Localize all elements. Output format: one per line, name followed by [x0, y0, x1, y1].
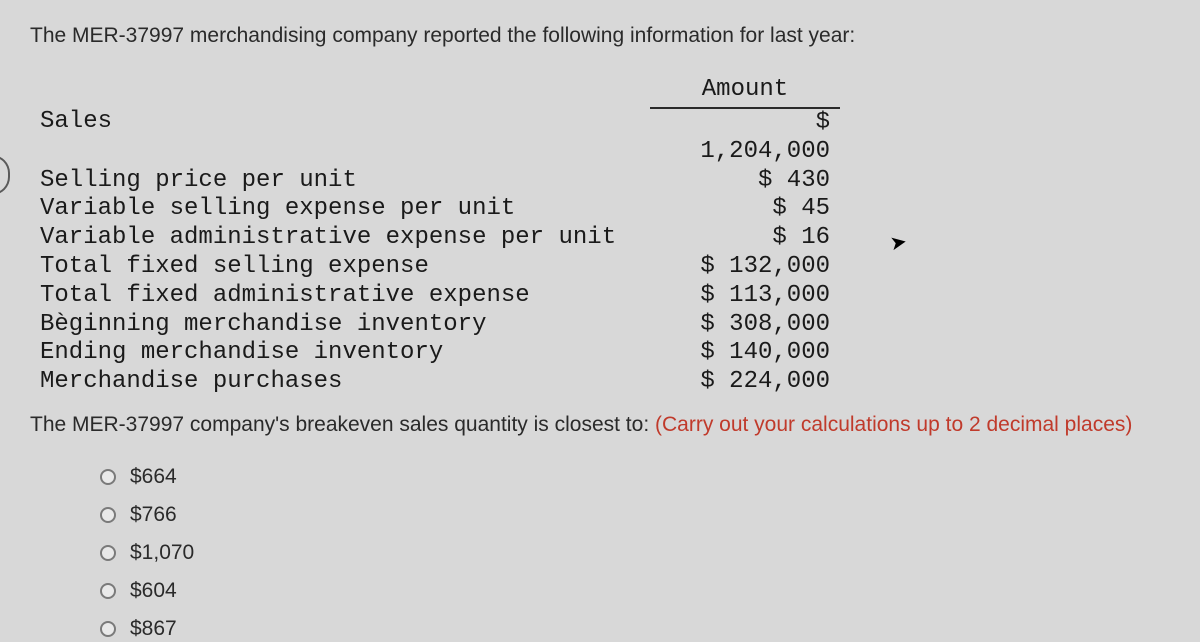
row-amount: $ 308,000	[650, 311, 840, 340]
table-row: Sales$ 1,204,000	[30, 108, 840, 167]
table-row: Variable administrative expense per unit…	[30, 224, 840, 253]
table-header-amount: Amount	[650, 70, 840, 108]
answer-option[interactable]: $604	[100, 579, 1170, 603]
option-label: $664	[130, 465, 177, 489]
option-label: $867	[130, 617, 177, 641]
row-label: Total fixed administrative expense	[30, 282, 650, 311]
answer-option[interactable]: $1,070	[100, 541, 1170, 565]
cursor-icon: ➤	[888, 229, 909, 257]
table-row: Ending merchandise inventory$ 140,000	[30, 339, 840, 368]
option-label: $604	[130, 579, 177, 603]
row-amount: $ 430	[650, 167, 840, 196]
table-row: Merchandise purchases$ 224,000	[30, 368, 840, 397]
radio-icon[interactable]	[100, 545, 116, 561]
table-row: Total fixed selling expense$ 132,000	[30, 253, 840, 282]
row-amount: $ 1,204,000	[650, 108, 840, 167]
row-amount: $ 132,000	[650, 253, 840, 282]
option-label: $1,070	[130, 541, 194, 565]
table-header-blank	[30, 70, 650, 108]
financial-data-table: Amount Sales$ 1,204,000Selling price per…	[30, 70, 840, 397]
row-amount: $ 113,000	[650, 282, 840, 311]
row-label: Total fixed selling expense	[30, 253, 650, 282]
answer-option[interactable]: $664	[100, 465, 1170, 489]
table-row: Total fixed administrative expense$ 113,…	[30, 282, 840, 311]
radio-icon[interactable]	[100, 507, 116, 523]
row-label: Variable administrative expense per unit	[30, 224, 650, 253]
answer-option[interactable]: $867	[100, 617, 1170, 641]
row-label: Merchandise purchases	[30, 368, 650, 397]
row-amount: $ 45	[650, 195, 840, 224]
table-row: Selling price per unit$ 430	[30, 167, 840, 196]
row-label: Variable selling expense per unit	[30, 195, 650, 224]
question-note: (Carry out your calculations up to 2 dec…	[655, 413, 1132, 436]
table-row: Variable selling expense per unit$ 45	[30, 195, 840, 224]
answer-options: $664 $766 $1,070 $604 $867	[100, 465, 1170, 641]
row-label: Sales	[30, 108, 650, 167]
radio-icon[interactable]	[100, 621, 116, 637]
option-label: $766	[130, 503, 177, 527]
row-label: Ending merchandise inventory	[30, 339, 650, 368]
row-label: Bèginning merchandise inventory	[30, 311, 650, 340]
radio-icon[interactable]	[100, 469, 116, 485]
page-binding-decor	[0, 155, 10, 195]
radio-icon[interactable]	[100, 583, 116, 599]
answer-option[interactable]: $766	[100, 503, 1170, 527]
table-row: Bèginning merchandise inventory$ 308,000	[30, 311, 840, 340]
intro-text: The MER-37997 merchandising company repo…	[30, 24, 1170, 48]
row-amount: $ 224,000	[650, 368, 840, 397]
row-amount: $ 140,000	[650, 339, 840, 368]
row-label: Selling price per unit	[30, 167, 650, 196]
question-prefix: The MER-37997 company's breakeven sales …	[30, 413, 655, 436]
question-text: The MER-37997 company's breakeven sales …	[30, 413, 1170, 437]
row-amount: $ 16	[650, 224, 840, 253]
